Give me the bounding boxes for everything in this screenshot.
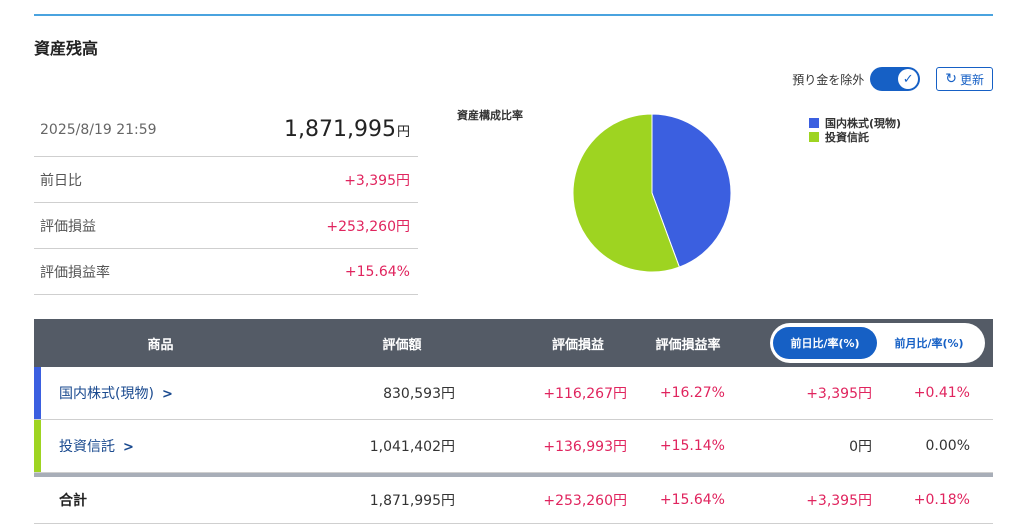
chevron-right-icon: > [161, 387, 173, 402]
product-name: 投資信託 > [59, 436, 134, 456]
legend-item: 国内株式(現物) [809, 116, 901, 130]
summary-datetime: 2025/8/19 21:59 [40, 121, 157, 138]
table-row: 投資信託 > 1,041,402円 +136,993円 +15.14% 0円 0.… [34, 420, 993, 473]
header-product: 商品 [147, 337, 174, 353]
total-change-rate: +0.18% [913, 492, 970, 508]
header-pnl-rate: 評価損益率 [655, 337, 721, 353]
check-icon: ✓ [898, 69, 919, 89]
tab-monthly-change[interactable]: 前月比/率(%) [894, 337, 964, 350]
legend-item: 投資信託 [809, 130, 901, 144]
row-color-bar [34, 420, 41, 472]
controls-bar: 預り金を除外 ✓ ↻ 更新 [792, 67, 993, 91]
table-row: 国内株式(現物) > 830,593円 +116,267円 +16.27% +3,… [34, 367, 993, 420]
cell-valuation: 1,041,402円 [369, 439, 455, 455]
cell-pnl-rate: +16.27% [659, 385, 725, 401]
product-link[interactable]: 投資信託 > [59, 420, 134, 472]
total-pnl: +253,260円 [543, 493, 627, 509]
top-divider [34, 14, 993, 16]
summary-panel: 2025/8/19 21:59 1,871,995円 前日比 +3,395円 評… [34, 103, 418, 295]
chart-legend: 国内株式(現物) 投資信託 [809, 116, 901, 144]
refresh-label: 更新 [959, 72, 984, 87]
legend-swatch [809, 132, 819, 142]
total-pnl-rate: +15.64% [659, 492, 725, 508]
cell-valuation: 830,593円 [383, 386, 455, 402]
exclude-deposit-toggle[interactable]: ✓ [870, 67, 921, 91]
tab-daily-change[interactable]: 前日比/率(%) [773, 327, 877, 359]
summary-row-label: 前日比 [40, 172, 82, 189]
summary-row-value: +3,395円 [344, 172, 410, 189]
summary-row-value: +15.64% [344, 263, 410, 280]
legend-label: 投資信託 [825, 131, 869, 144]
allocation-pie-chart [572, 113, 732, 273]
cell-change-rate: 0.00% [925, 438, 970, 454]
legend-swatch [809, 118, 819, 128]
pie-slice-0 [651, 113, 732, 268]
summary-row-value: +253,260円 [326, 218, 410, 235]
cell-change-rate: +0.41% [913, 385, 970, 401]
summary-row: 評価損益 +253,260円 [34, 203, 418, 249]
summary-row-label: 評価損益 [40, 218, 96, 235]
pie-slice-1 [572, 113, 681, 273]
table-total-row: 合計 1,871,995円 +253,260円 +15.64% +3,395円 … [34, 473, 993, 524]
header-pnl: 評価損益 [551, 337, 604, 353]
cell-pnl: +136,993円 [543, 439, 627, 455]
refresh-button[interactable]: ↻ 更新 [936, 67, 993, 91]
product-name-text: 国内株式(現物) [59, 386, 154, 402]
change-period-toggle: 前日比/率(%) 前月比/率(%) [770, 323, 985, 363]
total-amount: 1,871,995 [284, 117, 396, 142]
table-header: 商品 評価額 評価損益 評価損益率 前日比/率(%) 前月比/率(%) [34, 319, 993, 367]
section-title: 資産残高 [34, 39, 99, 58]
total-label: 合計 [59, 493, 87, 509]
summary-row: 評価損益率 +15.64% [34, 249, 418, 295]
chevron-right-icon: > [123, 440, 134, 455]
total-change: +3,395円 [806, 493, 872, 509]
cell-pnl-rate: +15.14% [659, 438, 725, 454]
product-link[interactable]: 国内株式(現物) > [59, 367, 173, 419]
product-name: 国内株式(現物) > [59, 383, 173, 403]
cell-change: 0円 [849, 439, 872, 455]
row-color-bar [34, 367, 41, 419]
header-valuation: 評価額 [382, 337, 422, 353]
exclude-deposit-label: 預り金を除外 [792, 72, 865, 87]
total-valuation: 1,871,995円 [369, 493, 455, 509]
legend-label: 国内株式(現物) [825, 117, 902, 130]
cell-change: +3,395円 [806, 386, 872, 402]
product-name-text: 投資信託 [59, 439, 115, 455]
summary-row-label: 評価損益率 [40, 264, 110, 281]
cell-pnl: +116,267円 [543, 386, 627, 402]
summary-total-row: 2025/8/19 21:59 1,871,995円 [34, 103, 418, 157]
chart-title: 資産構成比率 [457, 109, 523, 122]
holdings-table: 商品 評価額 評価損益 評価損益率 前日比/率(%) 前月比/率(%) 国内株式… [34, 319, 993, 524]
refresh-icon: ↻ [945, 71, 957, 87]
total-unit: 円 [396, 125, 410, 140]
summary-row: 前日比 +3,395円 [34, 157, 418, 203]
summary-total-value: 1,871,995円 [284, 117, 410, 142]
